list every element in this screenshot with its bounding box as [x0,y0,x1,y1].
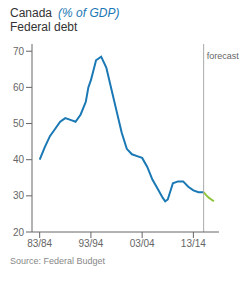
svg-text:83/84: 83/84 [27,238,52,249]
svg-text:70: 70 [13,46,25,57]
svg-text:03/04: 03/04 [130,238,155,249]
svg-text:40: 40 [13,154,25,165]
svg-text:forecast: forecast [207,51,240,61]
svg-text:13/14: 13/14 [181,238,206,249]
svg-text:93/94: 93/94 [78,238,103,249]
svg-text:50: 50 [13,118,25,129]
html-text:(% of GDP): (% of GDP) [58,6,120,20]
svg-text:30: 30 [13,190,25,201]
html-text:Federal debt: Federal debt [10,20,78,34]
html-text:Canada: Canada [10,6,52,20]
svg-text:60: 60 [13,82,25,93]
svg-text:20: 20 [13,227,25,238]
html-text:Source: Federal Budget: Source: Federal Budget [10,256,106,266]
